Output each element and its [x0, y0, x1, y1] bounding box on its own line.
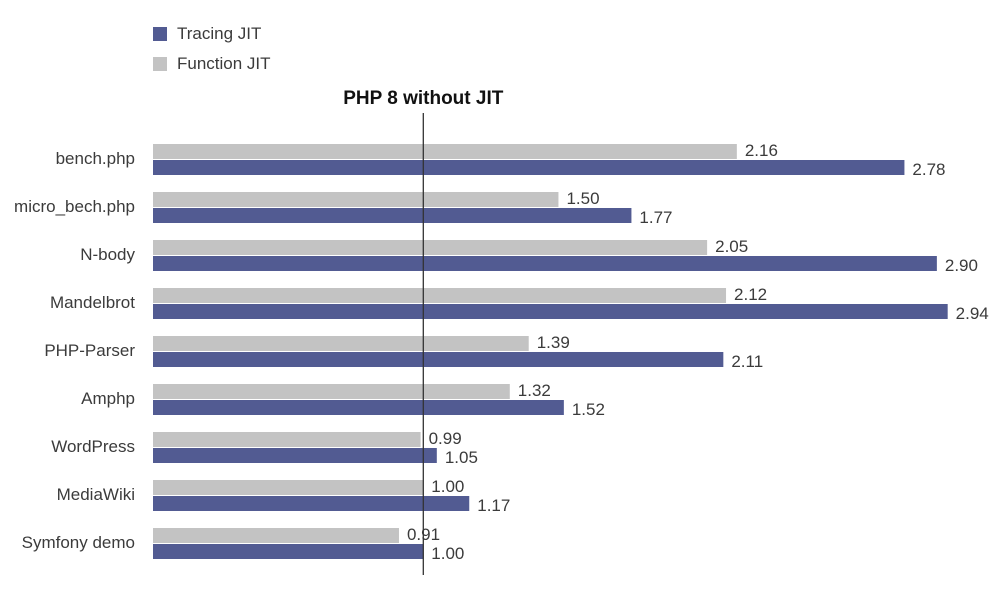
value-label-function-jit: 1.32	[518, 381, 551, 400]
value-label-function-jit: 1.50	[566, 189, 599, 208]
bar-tracing-jit	[153, 352, 724, 367]
bar-tracing-jit	[153, 400, 564, 415]
category-label: N-body	[80, 245, 135, 264]
value-label-function-jit: 1.39	[537, 333, 570, 352]
category-label: bench.php	[56, 149, 135, 168]
bar-tracing-jit	[153, 256, 937, 271]
bar-function-jit	[153, 144, 737, 159]
value-label-tracing-jit: 1.00	[431, 544, 464, 563]
legend-label-tracing-jit: Tracing JIT	[177, 24, 261, 43]
category-label: micro_bech.php	[14, 197, 135, 216]
legend: Tracing JIT Function JIT	[153, 24, 271, 73]
value-label-tracing-jit: 1.17	[477, 496, 510, 515]
value-label-tracing-jit: 2.90	[945, 256, 978, 275]
value-labels: 2.16 2.78 1.50 1.77 2.05 2.90 2.12 2.94 1.39 2.11…	[407, 141, 989, 563]
category-label: MediaWiki	[57, 485, 135, 504]
category-label: WordPress	[51, 437, 135, 456]
bar-function-jit	[153, 240, 708, 255]
bar-function-jit	[153, 384, 510, 399]
value-label-function-jit: 2.16	[745, 141, 778, 160]
category-labels: bench.php micro_bech.php N-body Mandelbrot P…	[14, 149, 135, 552]
bar-tracing-jit	[153, 160, 905, 175]
reference-line-label: PHP 8 without JIT	[343, 88, 504, 109]
reference-line-group: PHP 8 without JIT	[343, 88, 504, 575]
bar-tracing-jit	[153, 448, 437, 463]
category-label: Symfony demo	[22, 533, 135, 552]
value-label-tracing-jit: 2.11	[731, 352, 763, 371]
category-label: Mandelbrot	[50, 293, 135, 312]
bar-tracing-jit	[153, 208, 632, 223]
value-label-function-jit: 0.99	[429, 429, 462, 448]
bar-function-jit	[153, 528, 399, 543]
legend-swatch-tracing-jit	[153, 27, 167, 41]
value-label-tracing-jit: 2.78	[912, 160, 945, 179]
bar-function-jit	[153, 480, 424, 495]
bars	[153, 144, 948, 559]
value-label-tracing-jit: 2.94	[956, 304, 989, 323]
legend-label-function-jit: Function JIT	[177, 54, 271, 73]
value-label-function-jit: 2.05	[715, 237, 748, 256]
category-label: PHP-Parser	[44, 341, 135, 360]
value-label-function-jit: 2.12	[734, 285, 767, 304]
bar-tracing-jit	[153, 304, 948, 319]
value-label-tracing-jit: 1.05	[445, 448, 478, 467]
bar-tracing-jit	[153, 544, 424, 559]
value-label-function-jit: 1.00	[431, 477, 464, 496]
bar-function-jit	[153, 192, 559, 207]
bar-function-jit	[153, 336, 529, 351]
bar-function-jit	[153, 288, 727, 303]
value-label-tracing-jit: 1.77	[639, 208, 672, 227]
bar-tracing-jit	[153, 496, 470, 511]
value-label-tracing-jit: 1.52	[572, 400, 605, 419]
category-label: Amphp	[81, 389, 135, 408]
legend-swatch-function-jit	[153, 57, 167, 71]
bar-function-jit	[153, 432, 421, 447]
